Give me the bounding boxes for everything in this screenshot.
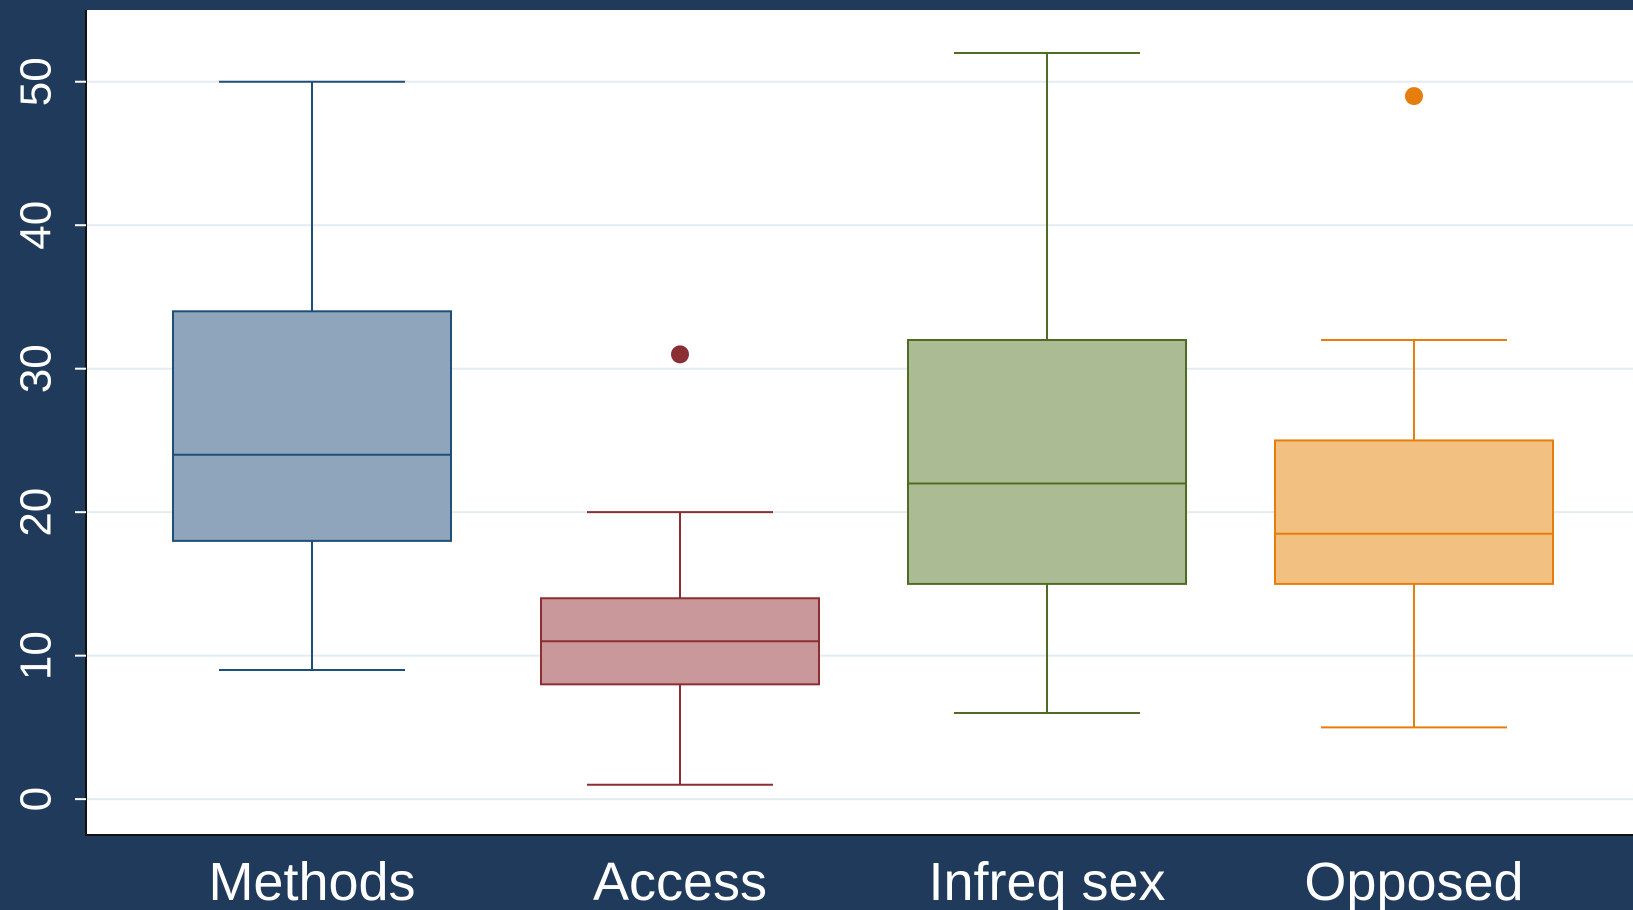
x-tick-label: Methods [208, 852, 415, 910]
y-tick-label: 0 [12, 787, 61, 811]
boxes [172, 52, 1554, 786]
axes: 0 10 20 30 40 50 Methods Access Infreq sex Oppose… [12, 10, 1633, 910]
box-methods [172, 80, 452, 671]
y-tick-label: 50 [12, 57, 61, 106]
x-tick-label: Infreq sex [928, 852, 1165, 910]
x-tick-label: Opposed [1304, 852, 1523, 910]
y-tick-label: 30 [12, 344, 61, 393]
iqr-box [907, 339, 1187, 585]
iqr-box [172, 310, 452, 542]
box-infreq-sex [907, 52, 1187, 715]
outlier-point [1405, 87, 1423, 106]
y-tick-label: 40 [12, 201, 61, 250]
box-access [540, 345, 820, 786]
x-tick-label: Access [593, 852, 767, 910]
iqr-box [1274, 439, 1554, 585]
box-opposed [1274, 87, 1554, 729]
outlier-point [671, 345, 689, 364]
y-tick-label: 20 [12, 488, 61, 537]
y-tick-label: 10 [12, 631, 61, 680]
